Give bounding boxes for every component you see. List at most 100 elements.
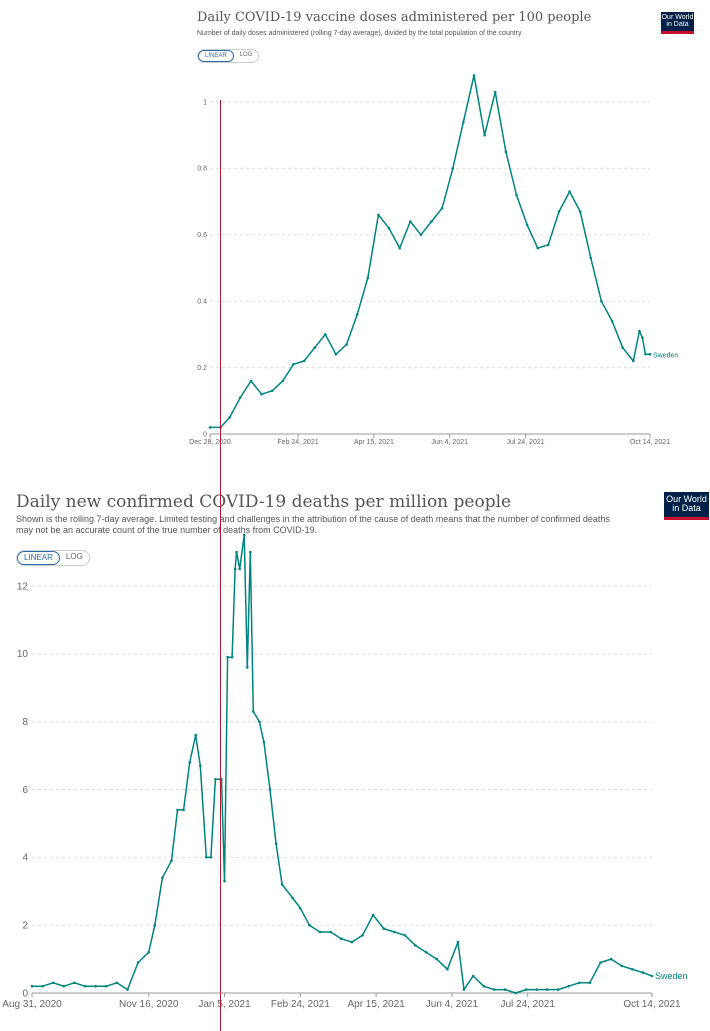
chart2-data-point: [161, 876, 164, 879]
chart2-data-point: [403, 934, 407, 937]
chart1-series-line: [210, 74, 650, 429]
chart2-data-point: [249, 550, 252, 554]
chart2-data-point: [424, 951, 428, 954]
chart2-data-point: [556, 988, 560, 991]
chart2-x-tick-label: Jun 4, 2021: [426, 999, 479, 1010]
chart2-data-point: [51, 981, 55, 985]
chart2-x-tick-label: Oct 14, 2021: [623, 999, 681, 1010]
chart2-data-point: [205, 856, 208, 859]
chart1-subtitle: Number of daily doses administered (roll…: [197, 30, 523, 37]
chart2-data-point: [631, 968, 634, 971]
chart2-y-tick-label: 0: [22, 988, 28, 999]
chart2-y-tick-label: 8: [22, 717, 28, 728]
chart1-data-point: [648, 353, 652, 356]
chart2-data-point: [546, 988, 549, 991]
chart2-data-point: [567, 984, 570, 988]
chart2-data-point: [482, 984, 486, 988]
chart2-data-point: [462, 988, 466, 991]
chart1-data-point: [547, 243, 550, 247]
chart1-logo-line2: in Data: [666, 21, 689, 29]
chart2-data-point: [30, 984, 34, 988]
chart1-data-point: [610, 319, 614, 323]
chart1-data-point: [641, 336, 644, 340]
chart2-data-point: [274, 842, 278, 846]
chart1-data-point: [324, 333, 327, 336]
chart2-data-point: [393, 930, 396, 934]
chart2-x-tick-label: Jan 5, 2021: [198, 999, 251, 1010]
chart1-y-tick-label: 0: [203, 431, 207, 438]
chart2-data-point: [291, 896, 295, 900]
chart2-y-tick-label: 12: [17, 581, 29, 592]
chart2-data-point: [242, 533, 246, 537]
chart2-data-point: [73, 981, 76, 985]
chart1-data-point: [270, 389, 274, 393]
chart2-data-point: [147, 951, 150, 954]
chart2-x-tick-label: Aug 31, 2020: [2, 999, 62, 1010]
chart1-data-point: [260, 392, 263, 396]
chart1-data-point: [440, 206, 444, 210]
chart1-y-tick-label: 0.4: [197, 299, 207, 306]
chart2-data-point: [235, 550, 238, 554]
chart1-data-point: [377, 213, 380, 217]
chart2-data-point: [414, 944, 417, 947]
chart2-subtitle: Shown is the rolling 7-day average. Limi…: [16, 514, 610, 535]
chart2-y-tick-label: 6: [22, 785, 28, 796]
chart1-data-point: [239, 396, 242, 399]
chart2-x-tick-label: Apr 15, 2021: [347, 999, 405, 1010]
chart2-data-point: [535, 988, 539, 991]
chart2-data-point: [41, 984, 44, 988]
chart1-data-point: [366, 276, 370, 280]
chart1-data-point: [557, 210, 561, 213]
chart1-data-point: [302, 359, 306, 363]
chart1-title: Daily COVID-19 vaccine doses administere…: [197, 10, 592, 25]
chart2-data-point: [136, 961, 140, 964]
chart2-log-button[interactable]: LOG: [65, 552, 83, 561]
chart2-logo-line2: in Data: [672, 503, 701, 514]
chart2-data-point: [94, 984, 97, 988]
chart2-scale-toggle: LINEAR LOG: [16, 550, 90, 566]
chart1-y-tick-label: 0.6: [197, 232, 207, 239]
chart1-x-tick-label: Oct 14, 2021: [630, 439, 670, 446]
chart2-data-point: [194, 733, 197, 737]
chart1-data-point: [208, 426, 212, 429]
chart2-data-point: [182, 808, 185, 812]
chart2-data-point: [223, 879, 226, 883]
chart2-x-tick-label: Nov 16, 2020: [119, 999, 179, 1010]
chart1-data-point: [228, 416, 231, 419]
chart1-data-point: [313, 346, 317, 350]
chart1-data-point: [493, 90, 497, 94]
chart1-data-point: [638, 329, 641, 333]
chart2-data-point: [503, 988, 507, 991]
chart2-data-point: [258, 720, 261, 723]
chart1-x-tick-label: Feb 24, 2021: [277, 439, 318, 446]
chart2-data-point: [252, 710, 255, 713]
chart2-data-point: [650, 974, 654, 978]
chart1-data-point: [600, 299, 603, 303]
chart2-data-point: [238, 567, 241, 571]
chart1-data-point: [451, 167, 455, 170]
chart2-y-tick-label: 2: [22, 921, 28, 932]
chart1-data-point: [644, 353, 647, 356]
chart2-x-tick-label: Jul 24, 2021: [500, 999, 555, 1010]
chart1-data-point: [462, 120, 465, 124]
chart1-data-point: [483, 133, 486, 137]
chart2-data-point: [176, 808, 179, 812]
chart1-y-tick-label: 0.8: [197, 166, 207, 173]
chart1-data-point: [409, 220, 412, 223]
chart2-data-point: [299, 906, 302, 910]
chart1-x-tick-label: Jun 4, 2021: [431, 439, 468, 446]
chart1-y-tick-label: 0.2: [197, 365, 207, 372]
chart1-linear-button[interactable]: LINEAR: [198, 50, 234, 62]
chart2-data-point: [233, 567, 237, 571]
chart1-data-point: [430, 220, 433, 223]
chart1-logo-bar: [661, 31, 694, 34]
chart2-data-point: [588, 981, 592, 985]
chart2-title: Daily new confirmed COVID-19 deaths per …: [16, 492, 512, 512]
chart1-log-button[interactable]: LOG: [239, 52, 253, 58]
chart2-data-point: [456, 940, 460, 944]
time-cursor-line[interactable]: [220, 100, 221, 1031]
chart2-data-point: [641, 971, 645, 974]
chart1-data-point: [387, 226, 391, 230]
chart1-data-point: [419, 233, 423, 237]
chart2-linear-button[interactable]: LINEAR: [17, 551, 60, 565]
